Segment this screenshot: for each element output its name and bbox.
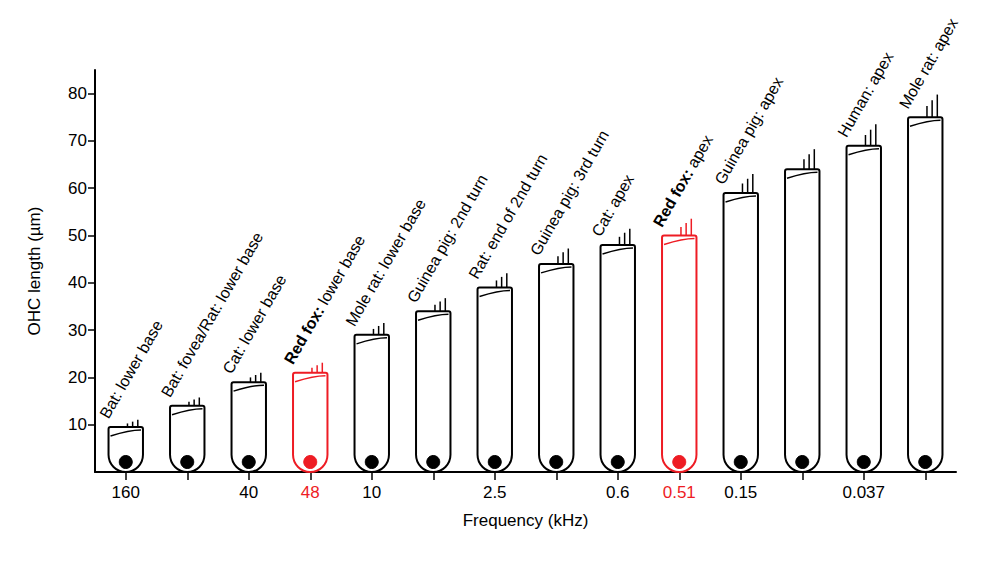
svg-text:0.037: 0.037 <box>842 483 885 502</box>
svg-text:48: 48 <box>301 483 320 502</box>
svg-text:70: 70 <box>68 131 87 150</box>
svg-text:OHC length (µm): OHC length (µm) <box>25 207 44 336</box>
svg-text:Cat: apex: Cat: apex <box>588 171 637 239</box>
svg-text:Guinea pig: apex: Guinea pig: apex <box>711 74 786 187</box>
svg-text:Guinea pig: 2nd turn: Guinea pig: 2nd turn <box>404 171 491 305</box>
svg-text:0.51: 0.51 <box>663 483 696 502</box>
svg-text:Red fox:: Red fox: <box>281 303 328 367</box>
svg-text:10: 10 <box>68 415 87 434</box>
svg-text:Mole rat: apex: Mole rat: apex <box>896 15 961 111</box>
svg-text:160: 160 <box>112 483 140 502</box>
svg-text:Bat: fovea/Rat: lower base: Bat: fovea/Rat: lower base <box>157 229 267 400</box>
svg-text:Guinea pig: 3rd turn: Guinea pig: 3rd turn <box>527 127 612 258</box>
svg-text:Bat: lower base: Bat: lower base <box>96 317 166 421</box>
svg-text:60: 60 <box>68 179 87 198</box>
svg-text:80: 80 <box>68 84 87 103</box>
svg-text:Human: apex: Human: apex <box>834 49 896 140</box>
svg-text:apex: apex <box>682 132 716 174</box>
svg-text:Rat: end of 2nd turn: Rat: end of 2nd turn <box>465 151 550 282</box>
svg-text:50: 50 <box>68 226 87 245</box>
svg-text:Red fox:: Red fox: <box>650 166 697 230</box>
svg-text:Mole rat: lower base: Mole rat: lower base <box>342 196 429 329</box>
svg-text:20: 20 <box>68 368 87 387</box>
svg-text:10: 10 <box>362 483 381 502</box>
svg-text:Frequency (kHz): Frequency (kHz) <box>463 511 589 530</box>
svg-text:Cat: lower base: Cat: lower base <box>219 272 289 377</box>
svg-text:40: 40 <box>239 483 258 502</box>
svg-text:0.15: 0.15 <box>724 483 757 502</box>
svg-text:30: 30 <box>68 321 87 340</box>
svg-text:lower base: lower base <box>312 232 369 312</box>
svg-text:2.5: 2.5 <box>483 483 507 502</box>
svg-text:40: 40 <box>68 273 87 292</box>
svg-text:0.6: 0.6 <box>606 483 630 502</box>
